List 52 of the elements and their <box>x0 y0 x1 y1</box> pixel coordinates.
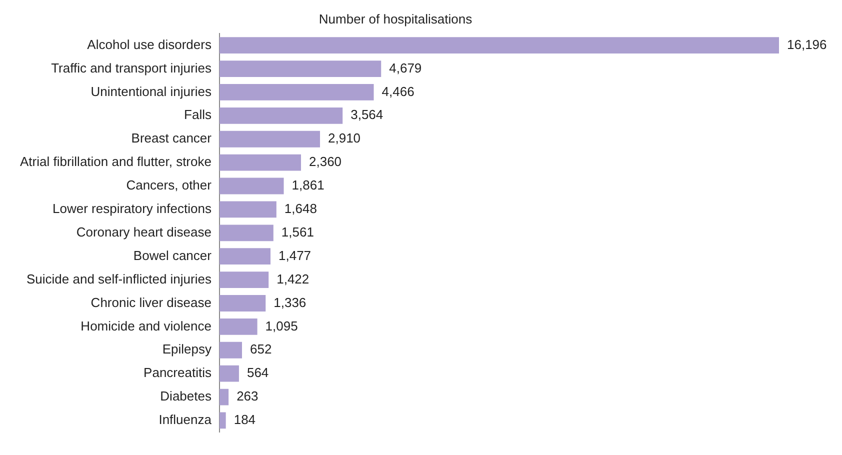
bar <box>219 412 226 429</box>
data-label: 3,564 <box>350 107 384 122</box>
data-label: 263 <box>236 388 258 404</box>
bar <box>219 295 266 312</box>
y-tick-label: Lower respiratory infections <box>52 201 212 216</box>
y-tick-label: Suicide and self-inflicted injuries <box>26 271 212 286</box>
y-tick-label: Alcohol use disorders <box>87 36 212 52</box>
data-label: 1,561 <box>281 224 314 240</box>
y-tick-label: Falls <box>184 107 212 122</box>
data-label: 4,679 <box>389 60 422 76</box>
y-tick-label: Unintentional injuries <box>90 84 212 99</box>
bar <box>219 248 271 265</box>
y-tick-label: Diabetes <box>160 388 212 404</box>
y-tick-label: Influenza <box>158 412 212 428</box>
bar <box>219 154 302 171</box>
y-tick-label: Breast cancer <box>131 130 212 146</box>
bar <box>219 178 284 194</box>
bar <box>219 107 343 124</box>
data-label: 1,477 <box>278 248 312 263</box>
y-tick-label: Chronic liver disease <box>90 294 212 310</box>
y-tick-label: Cancers, other <box>126 178 212 193</box>
bar <box>219 201 276 218</box>
chart-title: Number of hospitalisations <box>318 11 473 26</box>
y-tick-label: Traffic and transport injuries <box>51 60 212 76</box>
bar <box>219 60 382 77</box>
y-tick-label: Homicide and violence <box>80 318 212 334</box>
y-tick-label: Pancreatitis <box>144 365 212 380</box>
data-label: 652 <box>250 342 272 357</box>
bar <box>219 388 229 406</box>
y-tick-label: Bowel cancer <box>133 248 212 263</box>
data-label: 564 <box>246 365 269 380</box>
bar <box>219 342 242 358</box>
data-label: 184 <box>234 412 256 428</box>
bar <box>219 37 779 54</box>
y-tick-label: Atrial fibrillation and flutter, stroke <box>20 154 212 170</box>
bar <box>219 224 274 242</box>
data-label: 2,360 <box>309 154 342 170</box>
bar <box>219 318 258 335</box>
data-label: 1,861 <box>292 178 324 193</box>
data-label: 4,466 <box>382 84 414 99</box>
bar <box>219 130 320 148</box>
y-tick-label: Epilepsy <box>162 342 212 357</box>
data-label: 1,648 <box>284 201 317 216</box>
data-label: 16,196 <box>787 36 827 52</box>
bar <box>219 272 269 288</box>
data-label: 1,422 <box>276 271 310 286</box>
bar <box>219 84 374 100</box>
data-label: 1,336 <box>274 294 306 310</box>
y-tick-label: Coronary heart disease <box>76 224 212 240</box>
data-label: 2,910 <box>328 130 361 146</box>
data-label: 1,095 <box>265 318 298 334</box>
bar <box>219 365 239 382</box>
